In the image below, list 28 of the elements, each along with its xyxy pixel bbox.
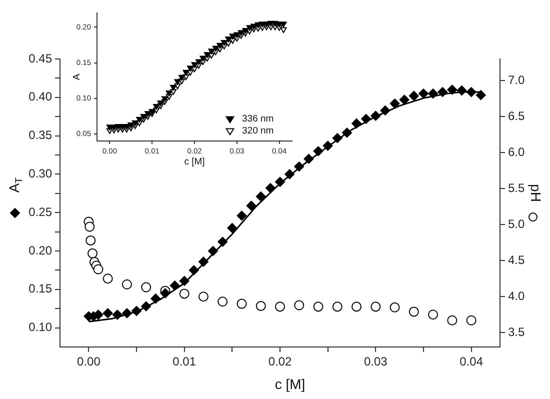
y-tick-label: 0.15 <box>28 282 52 296</box>
x-tick-label: 0.04 <box>460 354 484 369</box>
y-tick-label: 0.30 <box>28 166 52 181</box>
legend-label: 336 nm <box>242 114 274 125</box>
y2-tick-label: 5.5 <box>508 180 526 195</box>
y2-tick-label: 6.0 <box>508 144 526 159</box>
y-tick-label: 0.35 <box>28 128 52 142</box>
y-tick-label: 0.25 <box>28 204 52 219</box>
x-axis-title: c [M] <box>184 156 205 168</box>
y2-tick-label: 5.0 <box>508 216 526 231</box>
y-tick-label: 0.20 <box>28 243 52 258</box>
y2-axis-title: pH <box>528 184 544 202</box>
y2-tick-label: 6.5 <box>508 108 526 123</box>
legend-label: 320 nm <box>242 126 274 137</box>
y-axis-title: AT <box>6 177 25 193</box>
y2-tick-label: 4.5 <box>508 252 526 267</box>
x-tick-label: 0.00 <box>77 354 101 369</box>
y2-tick-label: 4.0 <box>508 288 526 303</box>
y-tick-label: 0.10 <box>28 320 52 334</box>
y2-tick-label: 7.0 <box>508 72 526 87</box>
x-tick-label: 0.02 <box>268 354 292 369</box>
y-tick-label: 0.45 <box>28 51 52 66</box>
x-tick-label: 0.03 <box>364 354 388 369</box>
y-tick-label: 0.40 <box>28 90 52 104</box>
x-tick-label: 0.01 <box>172 354 196 369</box>
y-axis-title: A <box>72 73 83 80</box>
y2-tick-label: 3.5 <box>508 324 526 339</box>
x-axis-title: c [M] <box>274 376 306 392</box>
